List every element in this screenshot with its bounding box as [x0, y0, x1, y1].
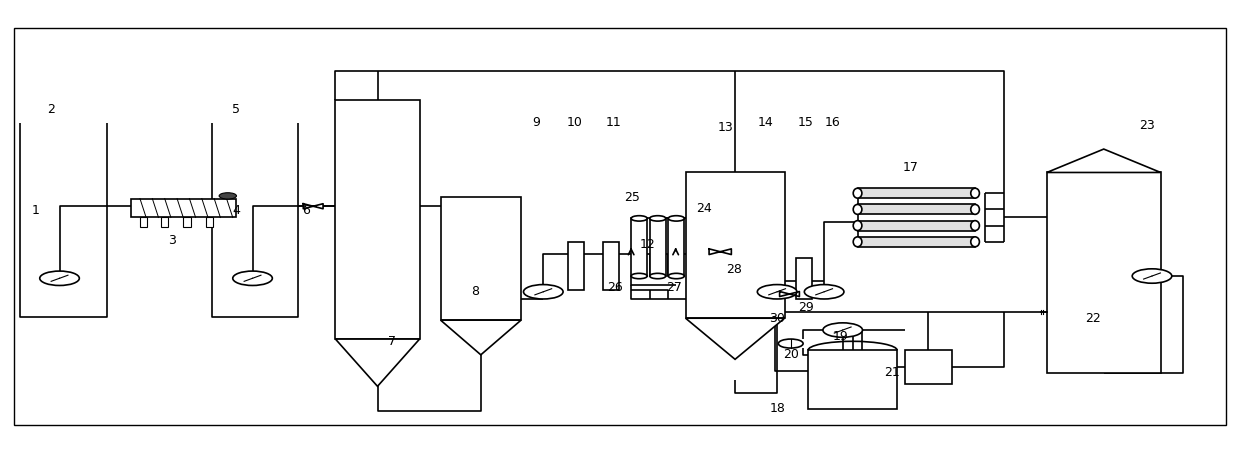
Ellipse shape — [853, 221, 862, 231]
Bar — [631, 218, 647, 276]
Circle shape — [523, 284, 563, 299]
Text: 10: 10 — [567, 116, 582, 130]
Circle shape — [758, 284, 797, 299]
Text: 8: 8 — [471, 285, 479, 298]
Bar — [603, 242, 619, 289]
Circle shape — [219, 193, 237, 199]
Ellipse shape — [631, 273, 647, 279]
Bar — [858, 221, 975, 231]
Ellipse shape — [668, 273, 684, 279]
Bar — [668, 218, 684, 276]
Bar — [1047, 173, 1161, 373]
Bar — [858, 188, 975, 198]
Bar — [568, 242, 584, 289]
Bar — [336, 101, 419, 339]
Ellipse shape — [668, 216, 684, 221]
Polygon shape — [1047, 149, 1161, 173]
Text: 28: 28 — [725, 263, 742, 276]
Circle shape — [1132, 269, 1172, 283]
Text: 6: 6 — [301, 204, 310, 217]
Text: 27: 27 — [667, 281, 682, 294]
Text: 29: 29 — [797, 301, 813, 314]
Bar — [796, 258, 812, 299]
Ellipse shape — [971, 221, 980, 231]
Text: 23: 23 — [1140, 119, 1154, 132]
Bar — [140, 217, 148, 226]
Bar — [440, 197, 521, 320]
Text: 1: 1 — [32, 204, 40, 217]
Text: 21: 21 — [884, 366, 900, 379]
Text: 15: 15 — [797, 116, 813, 130]
Text: 25: 25 — [625, 191, 640, 204]
Ellipse shape — [853, 237, 862, 247]
Text: 18: 18 — [769, 402, 785, 415]
Text: 14: 14 — [758, 116, 774, 130]
Text: 24: 24 — [696, 202, 712, 215]
Ellipse shape — [631, 216, 647, 221]
Circle shape — [233, 271, 273, 285]
Circle shape — [823, 323, 863, 337]
Bar — [904, 350, 951, 384]
Circle shape — [779, 339, 804, 348]
Text: 19: 19 — [832, 330, 848, 343]
Bar — [686, 173, 785, 318]
Text: 20: 20 — [782, 348, 799, 361]
Bar — [184, 217, 191, 226]
Text: 3: 3 — [169, 233, 176, 246]
Text: 30: 30 — [769, 312, 785, 325]
Text: 5: 5 — [232, 103, 241, 116]
Text: 7: 7 — [388, 335, 397, 348]
Bar — [808, 350, 897, 409]
Polygon shape — [336, 339, 419, 386]
Bar — [858, 204, 975, 214]
Ellipse shape — [853, 204, 862, 214]
Bar — [14, 29, 1226, 424]
Ellipse shape — [971, 188, 980, 198]
Ellipse shape — [971, 204, 980, 214]
Text: 11: 11 — [606, 116, 621, 130]
Bar — [161, 217, 169, 226]
Bar — [858, 237, 975, 247]
Bar — [206, 217, 213, 226]
Bar — [131, 198, 237, 217]
Text: 12: 12 — [640, 238, 655, 251]
Text: 2: 2 — [47, 103, 55, 116]
Text: 9: 9 — [532, 116, 539, 130]
Text: 17: 17 — [903, 161, 919, 174]
Text: 4: 4 — [233, 204, 241, 217]
Text: 26: 26 — [608, 281, 622, 294]
Ellipse shape — [650, 273, 666, 279]
Ellipse shape — [650, 216, 666, 221]
Circle shape — [805, 284, 844, 299]
Ellipse shape — [853, 188, 862, 198]
Ellipse shape — [971, 237, 980, 247]
Text: 22: 22 — [1085, 312, 1100, 325]
Circle shape — [40, 271, 79, 285]
Bar — [650, 218, 666, 276]
Polygon shape — [440, 320, 521, 355]
Polygon shape — [686, 318, 785, 359]
Text: 13: 13 — [717, 121, 733, 134]
Text: 16: 16 — [825, 116, 841, 130]
